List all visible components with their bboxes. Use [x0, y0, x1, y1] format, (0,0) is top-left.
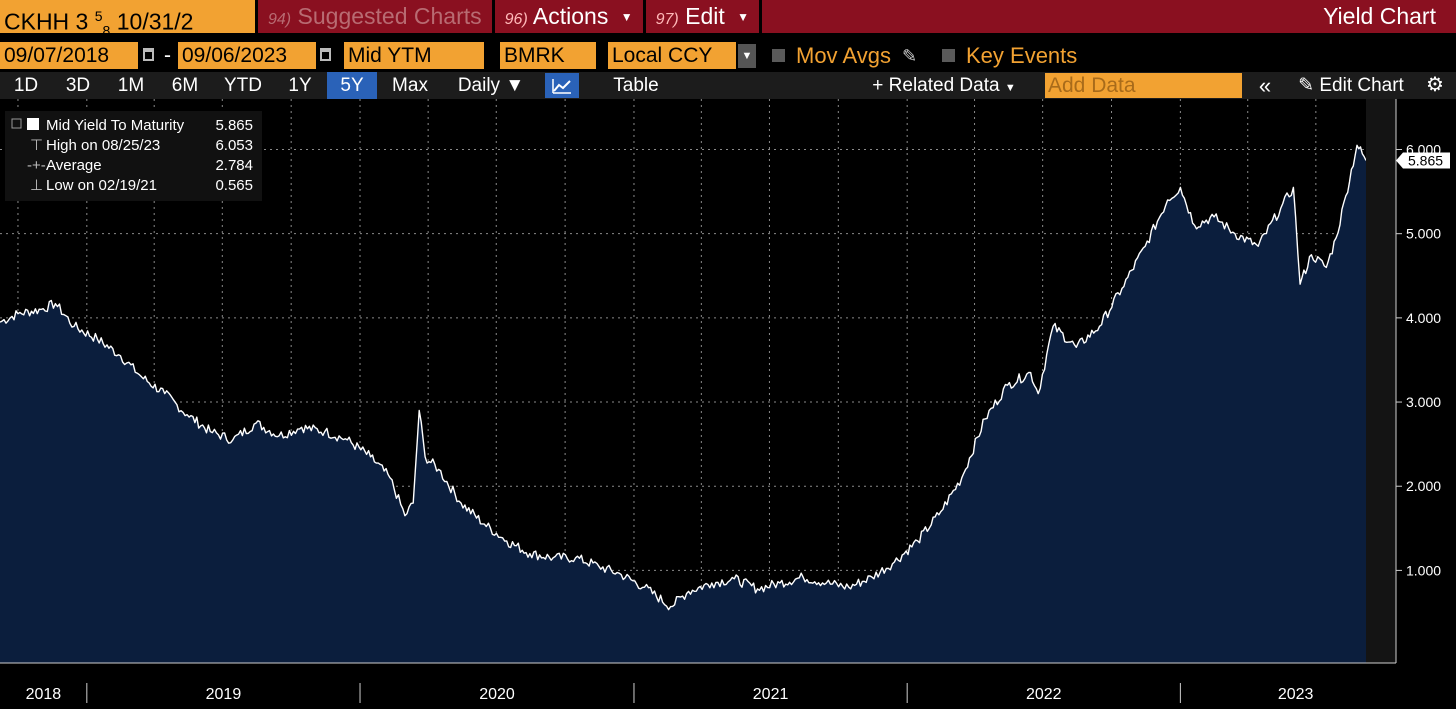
horizontal-gridlines	[0, 149, 1396, 571]
yield-series-line	[0, 144, 1367, 611]
table-button[interactable]: Table	[613, 75, 659, 96]
source-selector[interactable]: BMRK	[500, 42, 596, 69]
legend-high-label: High on 08/25/23	[46, 137, 160, 154]
legend[interactable]: Mid Yield To Maturity 5.865 ⊤ High on 08…	[5, 111, 262, 201]
currency-selector[interactable]: Local CCY	[608, 42, 736, 69]
actions-label: Actions	[532, 3, 609, 29]
future-shade	[1366, 99, 1396, 663]
security-ticker[interactable]: CKHH 3 58 10/31/2	[0, 0, 258, 38]
field-selector[interactable]: Mid YTM	[344, 42, 484, 69]
legend-average-label: Average	[46, 157, 102, 174]
edit-menu[interactable]: 97) Edit ▼	[646, 0, 763, 33]
tab-6m[interactable]: 6M	[171, 75, 199, 96]
tab-3d[interactable]: 3D	[65, 75, 91, 96]
suggested-num: 94)	[268, 11, 292, 28]
mov-avgs-checkbox[interactable]	[772, 49, 785, 62]
y-tick-label: 4.000	[1406, 310, 1441, 326]
legend-series-swatch	[27, 118, 39, 130]
edit-num: 97)	[655, 11, 679, 28]
x-axis-years: 2018 2019 2020 2021 2022 2023	[26, 683, 1314, 703]
tab-1m[interactable]: 1M	[117, 75, 145, 96]
x-year-label: 2018	[26, 686, 62, 703]
start-date-field[interactable]: 09/07/2018	[0, 42, 138, 69]
x-year-label: 2022	[1026, 686, 1062, 703]
y-tick-label: 2.000	[1406, 478, 1441, 494]
range-bar: 1D 3D 1M 6M YTD 1Y 5Y Max Daily ▼ Table …	[0, 72, 1456, 99]
low-marker-icon: ⊥	[30, 177, 43, 194]
x-year-label: 2023	[1278, 686, 1314, 703]
collapse-icon[interactable]: «	[1258, 73, 1272, 98]
tab-5y[interactable]: 5Y	[327, 72, 377, 99]
calendar-icon[interactable]	[143, 48, 154, 61]
plus-icon: +	[872, 75, 884, 96]
average-marker-icon: -+-	[27, 157, 46, 174]
pencil-icon[interactable]: ✎	[902, 46, 918, 66]
chevron-down-icon[interactable]: ▼	[738, 44, 756, 68]
last-value-label: 5.865	[1396, 152, 1450, 169]
edit-chart-label: Edit Chart	[1319, 75, 1404, 96]
key-events-label[interactable]: Key Events	[966, 43, 1078, 68]
edit-chart-button[interactable]: ✎ Edit Chart	[1286, 72, 1416, 99]
ticker-main: CKHH 3	[4, 8, 89, 35]
suggested-label: Suggested Charts	[297, 3, 482, 29]
tab-ytd[interactable]: YTD	[224, 75, 262, 96]
controls-row: 09/07/2018 - 09/06/2023 Mid YTM BMRK Loc…	[0, 42, 1456, 70]
ticker-frac-num: 5	[94, 8, 103, 24]
tab-max[interactable]: Max	[392, 75, 428, 96]
mov-avgs-label[interactable]: Mov Avgs	[796, 43, 891, 68]
legend-series-value: 5.865	[215, 117, 253, 134]
legend-box	[5, 111, 262, 201]
related-data-dropdown[interactable]: + Related Data ▼	[858, 72, 1030, 99]
tab-1d[interactable]: 1D	[13, 75, 39, 96]
legend-low-value: 0.565	[215, 177, 253, 194]
legend-high-value: 6.053	[215, 137, 253, 154]
add-data-input[interactable]: Add Data	[1045, 73, 1242, 98]
ticker-rest: 10/31/2	[116, 8, 194, 35]
key-events-checkbox[interactable]	[942, 49, 955, 62]
chevron-down-icon: ▼	[1004, 82, 1016, 94]
date-separator: -	[164, 44, 171, 67]
legend-average-value: 2.784	[215, 157, 253, 174]
line-chart-icon[interactable]	[545, 73, 579, 98]
chevron-down-icon: ▼	[620, 10, 633, 25]
y-tick-label: 5.000	[1406, 226, 1441, 242]
actions-num: 96)	[504, 11, 528, 28]
gear-icon[interactable]: ⚙	[1426, 74, 1444, 96]
related-data-label: Related Data	[888, 75, 1000, 96]
suggested-charts-menu[interactable]: 94) Suggested Charts	[258, 0, 495, 33]
frequency-dropdown[interactable]: Daily ▼	[446, 72, 536, 99]
tab-1y[interactable]: 1Y	[288, 75, 312, 96]
chevron-down-icon: ▼	[737, 10, 750, 25]
actions-menu[interactable]: 96) Actions ▼	[495, 0, 646, 33]
calendar-icon[interactable]	[320, 48, 331, 61]
last-value-text: 5.865	[1408, 153, 1443, 169]
x-year-label: 2021	[753, 686, 789, 703]
end-date-field[interactable]: 09/06/2023	[178, 42, 316, 69]
high-marker-icon: ⊤	[30, 137, 43, 154]
legend-low-label: Low on 02/19/21	[46, 177, 157, 194]
chevron-down-icon: ▼	[505, 75, 525, 96]
x-year-label: 2020	[479, 686, 515, 703]
legend-series-label: Mid Yield To Maturity	[46, 117, 185, 134]
ticker-frac-den: 8	[102, 22, 111, 39]
yield-area-fill	[0, 145, 1366, 664]
edit-label: Edit	[685, 3, 725, 29]
title-bar: CKHH 3 58 10/31/2 94) Suggested Charts 9…	[0, 0, 1456, 38]
x-year-label: 2019	[206, 686, 242, 703]
y-tick-label: 1.000	[1406, 562, 1441, 578]
frequency-label: Daily	[457, 75, 501, 96]
app-title: Yield Chart	[1323, 3, 1436, 29]
legend-collapse-icon[interactable]	[11, 118, 22, 129]
y-tick-label: 3.000	[1406, 394, 1441, 410]
pencil-icon: ✎	[1298, 75, 1315, 96]
